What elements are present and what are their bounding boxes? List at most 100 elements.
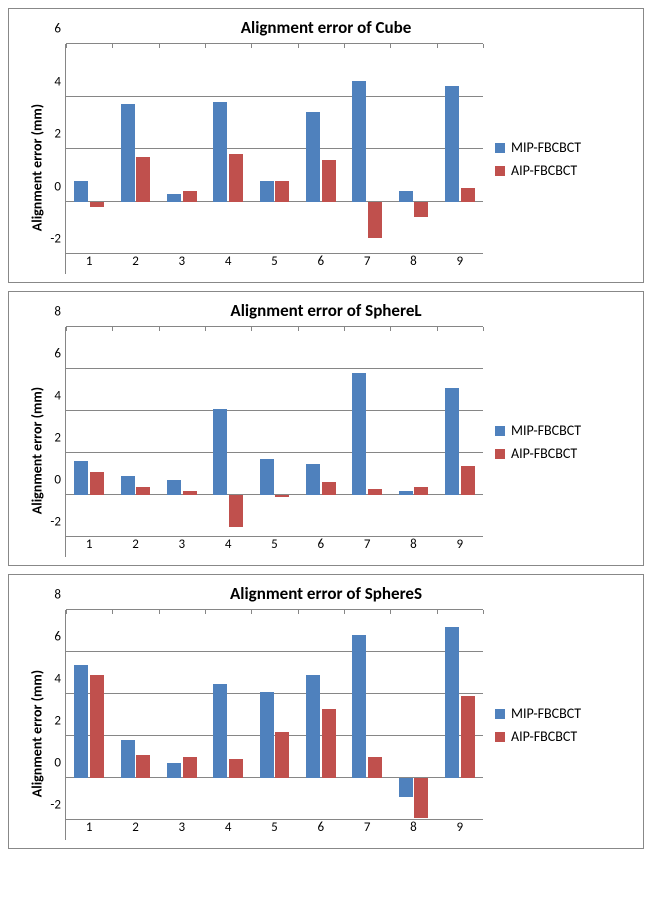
bar-aip (461, 466, 475, 495)
xtick-mark (298, 327, 299, 331)
bar-aip (136, 157, 150, 202)
category-slot (344, 44, 390, 254)
bar-mip (399, 778, 413, 797)
legend-label: AIP-FBCBCT (511, 728, 577, 745)
xtick-mark (159, 327, 160, 331)
category-slot (298, 44, 344, 254)
ytick-label: 6 (54, 22, 61, 37)
legend-item-mip: MIP-FBCBCT (495, 705, 635, 722)
ytick-label: 0 (54, 756, 61, 771)
bar-mip (121, 476, 135, 495)
xtick-label: 5 (251, 254, 297, 274)
bar-mip (352, 81, 366, 202)
xtick-label: 2 (112, 254, 158, 274)
xtick-label: 4 (205, 537, 251, 557)
xtick-mark (112, 610, 113, 614)
chart-inner: Alignment error (mm)-20246123456789MIP-F… (17, 44, 635, 274)
xtick-label: 1 (66, 254, 112, 274)
xtick-mark (390, 44, 391, 48)
chart-title: Alignment error of SphereS (17, 583, 635, 604)
bar-mip (74, 461, 88, 495)
bar-mip (352, 373, 366, 495)
xtick-label: 3 (159, 820, 205, 840)
xtick-mark (344, 44, 345, 48)
bar-mip (74, 665, 88, 778)
bar-mip (121, 740, 135, 778)
ytick-label: 4 (54, 672, 61, 687)
ytick-label: -2 (50, 798, 61, 813)
category-slot (159, 610, 205, 820)
ytick-label: 0 (54, 179, 61, 194)
bar-aip (275, 181, 289, 202)
xtick-label: 1 (66, 820, 112, 840)
ytick-label: -2 (50, 232, 61, 247)
xtick-mark (205, 327, 206, 331)
bar-mip (399, 191, 413, 202)
category-slot (344, 610, 390, 820)
bar-aip (461, 188, 475, 201)
legend-item-mip: MIP-FBCBCT (495, 139, 635, 156)
xlabels-row: 123456789 (66, 537, 483, 557)
xtick-label: 3 (159, 537, 205, 557)
legend-swatch-aip (495, 449, 505, 459)
xtick-label: 7 (344, 537, 390, 557)
category-slot (112, 44, 158, 254)
bar-mip (260, 181, 274, 202)
ytick-label: 4 (54, 389, 61, 404)
ytick-label: 2 (54, 714, 61, 729)
xtick-mark (390, 610, 391, 614)
xtick-mark (437, 610, 438, 614)
legend-item-aip: AIP-FBCBCT (495, 728, 635, 745)
legend: MIP-FBCBCT AIP-FBCBCT (483, 699, 635, 751)
bar-mip (260, 459, 274, 495)
bars-row (66, 610, 483, 820)
ytick-col: -20246 (39, 44, 65, 274)
plot-area: 123456789 (65, 610, 483, 840)
bar-mip (213, 102, 227, 202)
bar-aip (414, 778, 428, 818)
legend-swatch-mip (495, 426, 505, 436)
chart-panel-spherel: Alignment error of SphereLAlignment erro… (8, 291, 644, 566)
xtick-mark (298, 44, 299, 48)
ytick-label: 0 (54, 473, 61, 488)
legend-swatch-mip (495, 709, 505, 719)
bar-aip (229, 495, 243, 527)
xtick-label: 9 (437, 820, 483, 840)
bar-mip (306, 464, 320, 496)
bar-mip (121, 104, 135, 201)
category-slot (159, 44, 205, 254)
xtick-mark (483, 44, 484, 48)
xtick-mark (437, 327, 438, 331)
category-slot (205, 327, 251, 537)
bar-mip (167, 763, 181, 778)
bar-mip (352, 635, 366, 778)
category-slot (298, 610, 344, 820)
bar-aip (229, 154, 243, 201)
bar-aip (322, 160, 336, 202)
legend: MIP-FBCBCT AIP-FBCBCT (483, 133, 635, 185)
xtick-label: 7 (344, 820, 390, 840)
legend-item-aip: AIP-FBCBCT (495, 162, 635, 179)
xtick-mark (251, 327, 252, 331)
ytick-label: 4 (54, 74, 61, 89)
legend-label: MIP-FBCBCT (511, 705, 581, 722)
bar-aip (90, 472, 104, 495)
ytick-label: 2 (54, 431, 61, 446)
bar-aip (90, 675, 104, 778)
xtick-label: 9 (437, 537, 483, 557)
bar-aip (368, 757, 382, 778)
ytick-label: 6 (54, 347, 61, 362)
xtick-mark (66, 44, 67, 48)
bar-aip (183, 491, 197, 495)
bar-mip (213, 684, 227, 779)
chart-title: Alignment error of SphereL (17, 300, 635, 321)
category-slot (390, 327, 436, 537)
category-slot (112, 327, 158, 537)
chart-panel-spheres: Alignment error of SphereSAlignment erro… (8, 574, 644, 849)
legend-swatch-mip (495, 143, 505, 153)
xtick-label: 9 (437, 254, 483, 274)
bar-mip (260, 692, 274, 778)
xtick-label: 3 (159, 254, 205, 274)
bar-aip (183, 191, 197, 202)
bar-mip (445, 86, 459, 202)
